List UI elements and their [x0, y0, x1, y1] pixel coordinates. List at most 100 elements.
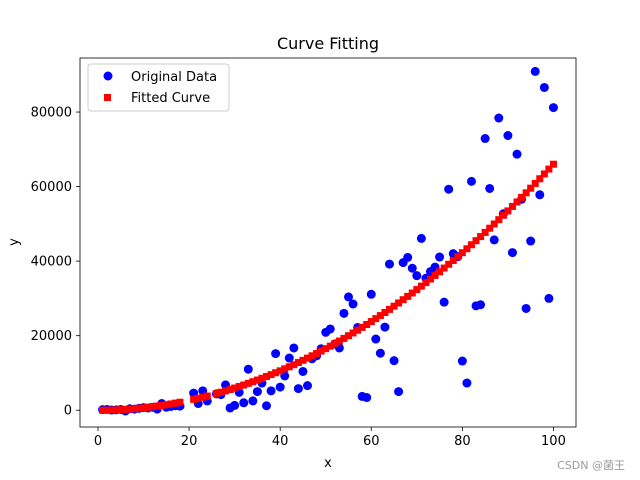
- fitted-curve-point: [317, 347, 325, 355]
- fitted-curve-point: [381, 308, 389, 316]
- fitted-curve-point: [363, 321, 371, 328]
- fitted-curve-point: [545, 165, 553, 173]
- y-tick-label: 60000: [31, 180, 72, 195]
- fitted-curve-point: [495, 216, 503, 224]
- fitted-curve-point: [531, 179, 539, 187]
- y-tick-label: 40000: [31, 255, 72, 270]
- fitted-curve-point: [344, 332, 352, 340]
- original-data-point: [394, 387, 404, 397]
- fitted-curve-point: [258, 374, 266, 382]
- original-data-point: [366, 289, 376, 299]
- original-data-point: [339, 308, 349, 318]
- original-data-point: [494, 113, 504, 123]
- fitted-curve-point: [467, 241, 475, 249]
- original-data-point: [239, 398, 249, 408]
- fitted-curve-series: [99, 160, 557, 414]
- original-data-point: [375, 348, 385, 358]
- legend-label-fitted-curve: Fitted Curve: [131, 91, 210, 106]
- fitted-curve-point: [167, 400, 175, 408]
- fitted-curve-point: [144, 403, 152, 411]
- fitted-curve-point: [413, 286, 421, 294]
- fitted-curve-point: [149, 403, 157, 411]
- fitted-curve-point: [549, 160, 557, 168]
- original-data-point: [457, 356, 467, 366]
- original-data-point: [271, 349, 281, 359]
- fitted-curve-point: [431, 271, 439, 279]
- fitted-curve-point: [121, 405, 129, 413]
- fitted-curve-point: [390, 302, 398, 310]
- fitted-curve-point: [513, 198, 521, 206]
- legend: Original Data Fitted Curve: [87, 63, 230, 112]
- fitted-curve-point: [176, 398, 184, 406]
- fitted-curve-point: [445, 260, 453, 268]
- watermark: CSDN @菌王: [557, 459, 625, 472]
- fitted-curve-point: [527, 184, 535, 192]
- fitted-curve-point: [518, 193, 526, 201]
- original-data-point: [444, 184, 454, 194]
- fitted-curve-point: [458, 249, 466, 257]
- y-axis-label: y: [7, 238, 22, 246]
- fitted-curve-point: [408, 289, 416, 297]
- original-data-point: [462, 378, 472, 388]
- fitted-curve-point: [263, 372, 271, 380]
- fitted-curve-point: [326, 342, 334, 350]
- fitted-curve-point: [504, 207, 512, 215]
- original-data-point: [389, 356, 399, 366]
- fitted-curve-point: [294, 359, 302, 367]
- x-tick-label: 60: [363, 434, 380, 449]
- fitted-curve-point: [194, 394, 202, 402]
- fitted-curve-point: [399, 296, 407, 304]
- original-data-point: [489, 235, 499, 245]
- original-data-point: [416, 233, 426, 243]
- original-data-point: [548, 103, 558, 113]
- original-data-point: [535, 190, 545, 200]
- fitted-curve-point: [299, 356, 307, 364]
- original-data-point: [521, 303, 531, 313]
- fitted-curve-point: [472, 237, 480, 245]
- fitted-curve-point: [536, 175, 544, 183]
- fitted-curve-point: [222, 387, 230, 395]
- fitted-curve-point: [499, 211, 507, 219]
- fitted-curve-point: [331, 340, 339, 348]
- x-tick-label: 40: [272, 434, 289, 449]
- legend-label-original-data: Original Data: [131, 70, 217, 85]
- fitted-curve-point: [276, 367, 284, 375]
- original-data-point: [435, 252, 445, 262]
- fitted-curve-point: [463, 245, 471, 253]
- fitted-curve-point: [135, 404, 143, 412]
- original-data-point: [476, 300, 486, 310]
- fitted-curve-point: [477, 233, 485, 241]
- legend-marker-original-data: [103, 71, 113, 81]
- original-data-point: [230, 400, 240, 410]
- fitted-curve-point: [281, 365, 289, 373]
- original-data-point: [348, 299, 358, 309]
- fitted-curve-point: [226, 385, 234, 393]
- fitted-curve-point: [267, 371, 275, 379]
- fitted-curve-point: [235, 383, 243, 391]
- original-data-point: [362, 393, 372, 403]
- original-data-point: [243, 364, 253, 374]
- fitted-curve-point: [322, 345, 330, 353]
- original-data-point: [539, 82, 549, 92]
- original-data-point: [526, 236, 536, 246]
- fitted-curve-point: [162, 401, 170, 409]
- fitted-curve-point: [417, 282, 425, 290]
- original-data-point: [512, 149, 522, 159]
- fitted-curve-point: [449, 256, 457, 264]
- fitted-curve-point: [395, 299, 403, 307]
- fitted-curve-point: [212, 390, 220, 398]
- fitted-curve-point: [126, 405, 134, 413]
- original-data-point: [439, 297, 449, 307]
- x-tick-label: 100: [541, 434, 566, 449]
- fitted-curve-point: [153, 402, 161, 410]
- original-data-point: [303, 381, 313, 391]
- original-data-point: [371, 334, 381, 344]
- original-data-point: [485, 183, 495, 193]
- fitted-curve-point: [240, 381, 248, 389]
- fitted-curve-point: [231, 384, 239, 392]
- fitted-curve-point: [290, 361, 298, 369]
- fitted-curve-point: [308, 352, 316, 360]
- legend-marker-fitted-curve: [104, 94, 111, 101]
- fitted-curve-point: [171, 399, 179, 407]
